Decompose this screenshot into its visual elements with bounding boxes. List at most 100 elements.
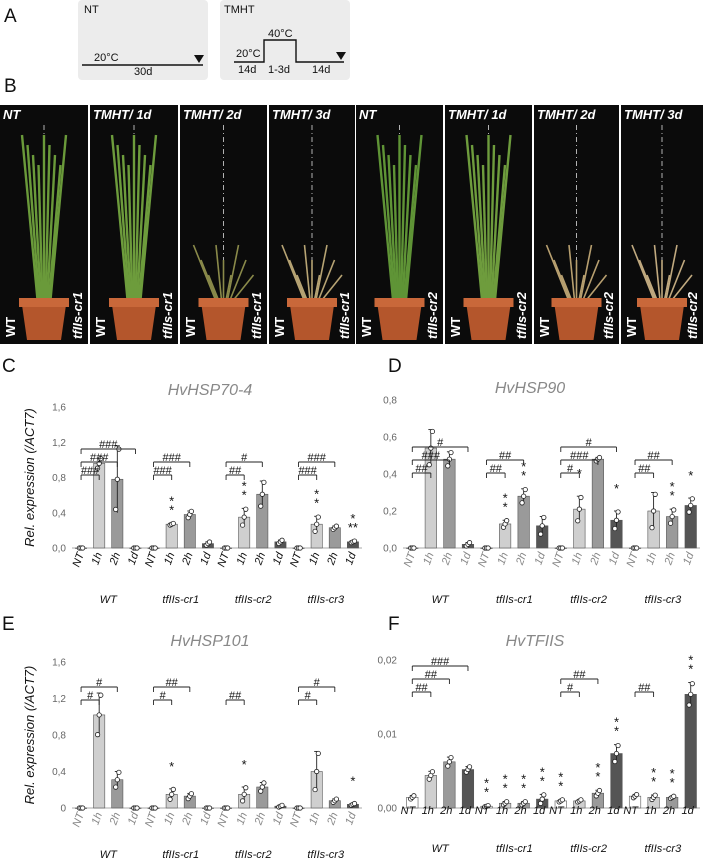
y-tick-label: 0,0 [383, 544, 397, 555]
data-point [225, 805, 231, 811]
data-point [615, 742, 621, 749]
data-point [448, 754, 454, 761]
hash-significance: # [96, 677, 103, 689]
data-point [297, 545, 303, 551]
x-category-label: 2h [180, 811, 196, 828]
data-point [241, 514, 247, 520]
hash-significance: ## [425, 669, 438, 681]
hash-significance: # [567, 463, 574, 475]
plant-photo: TMHT/ 1d WT tfIIs-cr1 [90, 105, 178, 344]
data-point [333, 796, 340, 802]
hash-significance: ### [308, 452, 327, 464]
data-point [98, 456, 104, 462]
hash-significance: # [241, 452, 248, 464]
data-point [314, 768, 320, 775]
chart-hvhsp101: HvHSP101 Rel. expression (/ACT7) 0 0,4 0,8 1,… [22, 633, 362, 860]
y-tick-label: 0,00 [378, 804, 398, 815]
photo-condition-label: TMHT/ 2d [183, 107, 242, 122]
data-point [521, 493, 527, 499]
x-category-label: NT [476, 550, 493, 569]
significance-star: * [688, 468, 693, 483]
data-point [297, 805, 303, 811]
group-label: tfIIs-cr3 [645, 843, 683, 855]
chart-title: HvHSP101 [170, 633, 249, 650]
data-point [688, 502, 694, 509]
significance-star: * [651, 765, 656, 780]
hash-significance: # [87, 690, 94, 702]
data-point [96, 712, 102, 718]
y-tick-label: 0,8 [52, 473, 66, 484]
data-point [667, 520, 674, 526]
chart-title: HvHSP70-4 [168, 382, 253, 399]
hash-significance: ## [229, 465, 242, 477]
data-point [333, 523, 340, 529]
data-point [634, 545, 640, 551]
significance-star: * [670, 479, 675, 494]
significance-star: * [314, 486, 319, 501]
x-category-label: 1h [90, 551, 105, 567]
x-category-label: 1d [458, 550, 474, 566]
y-tick-label: 0,2 [383, 507, 397, 518]
x-category-label: 1d [198, 550, 214, 566]
bar [461, 769, 475, 809]
photo-wt-label: WT [359, 316, 374, 337]
photo-mutant-label: tfIIs-cr2 [601, 292, 616, 339]
data-point [134, 545, 140, 551]
tmht-protocol-box: TMHT 40°C 20°C 14d 1-3d 14d [220, 0, 350, 80]
tmht-title: TMHT [224, 4, 255, 16]
data-point [429, 769, 436, 775]
hash-significance: # [437, 437, 444, 449]
x-category-label: 2h [514, 551, 530, 568]
x-category-label: NT [475, 805, 491, 817]
hash-significance: # [160, 690, 167, 702]
x-category-label: NT [288, 550, 305, 569]
data-point [114, 777, 120, 783]
x-category-label: 2h [252, 811, 268, 828]
hash-significance: ### [163, 452, 182, 464]
hash-significance: ## [490, 463, 503, 475]
photo-condition-label: TMHT/ 2d [537, 107, 596, 122]
tmht-timeline [234, 39, 346, 63]
hash-significance: ### [81, 465, 100, 477]
significance-star: * [521, 771, 526, 786]
x-category-label: 2h [325, 811, 341, 828]
chart-title: HvHSP90 [495, 380, 565, 397]
photo-mutant-label: tfIIs-cr2 [514, 292, 529, 339]
x-category-label: 1h [570, 551, 585, 567]
data-point [261, 479, 267, 485]
data-point [239, 522, 246, 528]
chart-hvhsp70-4: HvHSP70-4 Rel. expression (/ACT7) 0,0 0,4 0,… [22, 382, 362, 606]
hash-significance: ## [499, 450, 512, 462]
plant-photo: NT WT tfIIs-cr2 [356, 105, 443, 344]
data-point [152, 545, 158, 551]
significance-star: * [503, 771, 508, 786]
data-point [504, 799, 510, 805]
bar [165, 523, 178, 549]
hash-significance: ## [638, 463, 651, 475]
significance-star: * [169, 759, 174, 774]
tmht-temp-high: 40°C [268, 28, 293, 40]
plant-photo: TMHT/ 3d WT tfIIs-cr2 [621, 105, 703, 344]
group-label: tfIIs-cr3 [645, 594, 683, 606]
data-point [170, 520, 176, 527]
nt-temp: 20°C [94, 52, 119, 64]
data-point [315, 514, 321, 520]
data-point [351, 800, 358, 807]
group-label: WT [100, 594, 118, 606]
data-point [351, 538, 358, 544]
significance-star: * [521, 459, 526, 474]
hash-significance: ### [90, 452, 109, 464]
data-point [259, 491, 265, 497]
significance-star: * [503, 780, 508, 795]
photo-wt-label: WT [448, 316, 463, 337]
x-category-label: NT [623, 805, 639, 817]
tmht-d3: 14d [312, 64, 331, 76]
x-category-label: 2h [180, 551, 196, 568]
x-category-label: 1h [422, 805, 434, 817]
significance-star: * [558, 770, 563, 785]
y-tick-label: 0,8 [52, 731, 66, 742]
significance-star: * [503, 499, 508, 514]
y-axis-label: Rel. expression (/ACT7) [22, 408, 37, 547]
x-category-label: 1h [235, 811, 250, 827]
data-point [575, 518, 581, 524]
